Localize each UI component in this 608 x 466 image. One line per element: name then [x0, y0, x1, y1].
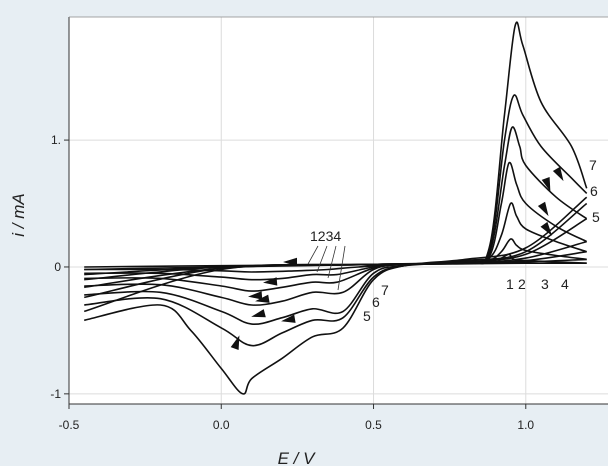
label-right-4: 4	[561, 276, 569, 292]
direction-arrow	[283, 257, 297, 267]
series-6-cathodic	[84, 202, 588, 347]
direction-arrow	[263, 277, 278, 286]
series-curves	[83, 21, 588, 395]
y-axis-label: i / mA	[9, 193, 28, 236]
direction-arrow	[541, 177, 551, 192]
label-right-1: 1	[506, 276, 514, 292]
x-tick-label: 1.0	[517, 418, 534, 432]
direction-arrow	[552, 166, 564, 182]
series-7-anodic	[83, 21, 588, 313]
label-left-5: 5	[363, 308, 371, 324]
series-4-cathodic	[84, 240, 587, 306]
direction-arrows	[230, 166, 564, 350]
series-7-cathodic	[84, 196, 588, 395]
leader-line	[337, 245, 346, 291]
y-tick-label: 0	[54, 260, 61, 274]
x-axis-label: E / V	[278, 449, 317, 466]
label-right-5: 5	[592, 209, 600, 225]
label-group-1234: 1234	[310, 228, 341, 244]
leader-line	[307, 245, 319, 265]
label-right-6: 6	[590, 183, 598, 199]
x-tick-label: 0.5	[365, 418, 382, 432]
x-tick-label: -0.5	[59, 418, 80, 432]
direction-arrow	[251, 309, 266, 318]
x-tick-label: 0.0	[213, 418, 230, 432]
direction-arrow	[537, 201, 549, 217]
y-tick-label: 1.	[51, 133, 61, 147]
direction-arrow	[540, 221, 552, 236]
direction-arrow	[255, 294, 270, 303]
leader-line	[327, 245, 337, 279]
plot-area	[69, 17, 608, 404]
label-left-7: 7	[381, 282, 389, 298]
label-right-7: 7	[589, 157, 597, 173]
label-left-6: 6	[372, 294, 380, 310]
axis-ticks: -0.5 0.0 0.5 1.0 -1 0 1.	[50, 133, 534, 432]
direction-arrow	[248, 291, 263, 300]
y-tick-label: -1	[50, 387, 61, 401]
label-right-3: 3	[541, 276, 549, 292]
leader-line	[316, 245, 328, 273]
direction-arrow	[281, 314, 296, 323]
direction-arrow	[230, 335, 240, 350]
label-right-2: 2	[518, 276, 526, 292]
